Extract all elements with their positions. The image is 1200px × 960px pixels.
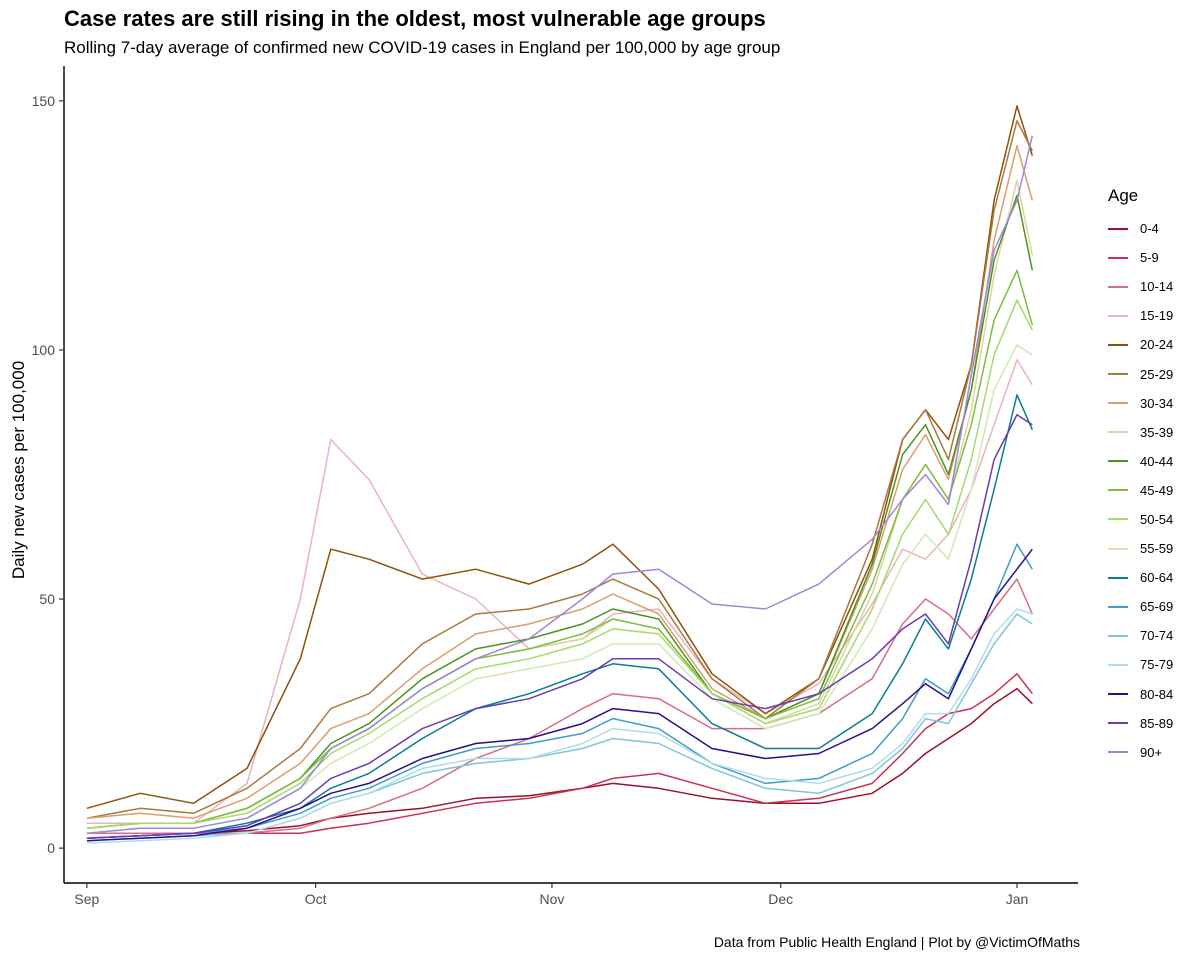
legend-label: 15-19	[1140, 308, 1174, 324]
y-tick-label: 0	[47, 840, 55, 856]
x-axis: Sep Oct Nov Dec Jan	[64, 882, 1078, 907]
legend-key-swatch	[1108, 722, 1128, 725]
y-tick-label: 50	[39, 591, 55, 607]
legend-item-85-89: 85-89	[1108, 709, 1173, 738]
series-line-25-29	[86, 120, 1033, 819]
legend-key-swatch	[1108, 314, 1128, 317]
legend-label: 85-89	[1140, 715, 1174, 731]
legend-item-65-69: 65-69	[1108, 592, 1173, 621]
x-tick-label: Jan	[1006, 891, 1029, 907]
chart-caption: Data from Public Health England | Plot b…	[713, 934, 1080, 950]
legend-item-10-14: 10-14	[1108, 272, 1173, 301]
legend-label: 30-34	[1140, 395, 1174, 411]
legend-key-swatch	[1108, 693, 1128, 696]
series-line-15-19	[86, 359, 1033, 824]
series-line-90+	[86, 135, 1034, 834]
legend-item-50-54: 50-54	[1108, 505, 1173, 534]
legend-label: 90+	[1140, 744, 1163, 760]
chart-subtitle: Rolling 7-day average of confirmed new C…	[64, 38, 781, 57]
series-line-65-69	[86, 543, 1033, 839]
legend-key-swatch	[1108, 460, 1128, 463]
legend-label: 80-84	[1140, 686, 1174, 702]
series-line-55-59	[86, 344, 1033, 834]
legend-item-40-44: 40-44	[1108, 447, 1173, 476]
series-line-75-79	[86, 608, 1033, 844]
legend-item-5-9: 5-9	[1108, 243, 1173, 272]
legend-key-swatch	[1108, 634, 1128, 637]
legend-items: 0-4 5-9 10-14 15-19 20-24 25-29 30-34 35-39 40-4…	[1108, 214, 1173, 767]
legend-label: 5-9	[1140, 250, 1159, 266]
legend-item-90+: 90+	[1108, 738, 1173, 767]
legend-item-20-24: 20-24	[1108, 330, 1173, 359]
x-tick-label: Dec	[768, 891, 793, 907]
chart-title: Case rates are still rising in the oldes…	[64, 6, 766, 31]
x-tick-label: Oct	[305, 891, 327, 907]
legend-label: 35-39	[1140, 424, 1174, 440]
legend-label: 65-69	[1140, 599, 1174, 615]
legend-item-70-74: 70-74	[1108, 621, 1173, 650]
legend-key-swatch	[1108, 227, 1128, 230]
legend-item-35-39: 35-39	[1108, 418, 1173, 447]
legend-key-swatch	[1108, 576, 1128, 579]
legend-item-60-64: 60-64	[1108, 563, 1173, 592]
series-line-85-89	[86, 413, 1033, 839]
legend-label: 50-54	[1140, 511, 1174, 527]
series-line-20-24	[86, 105, 1034, 810]
legend-key-swatch	[1108, 663, 1128, 666]
legend-item-30-34: 30-34	[1108, 389, 1173, 418]
y-tick-label: 100	[32, 342, 56, 358]
legend-key-swatch	[1108, 605, 1128, 608]
legend: Age 0-4 5-9 10-14 15-19 20-24 25-29 30-34 35-39…	[1108, 186, 1173, 767]
legend-key-swatch	[1108, 256, 1128, 259]
series-line-70-74	[86, 613, 1033, 842]
legend-label: 10-14	[1140, 279, 1174, 295]
series-line-50-54	[86, 299, 1033, 829]
y-axis-label: Daily new cases per 100,000	[9, 361, 28, 579]
y-axis: 0 50 100 150	[32, 66, 65, 883]
legend-key-swatch	[1108, 518, 1128, 521]
legend-key-swatch	[1108, 751, 1128, 754]
series-line-10-14	[86, 578, 1033, 834]
legend-item-0-4: 0-4	[1108, 214, 1173, 243]
legend-key-swatch	[1108, 373, 1128, 376]
legend-item-80-84: 80-84	[1108, 680, 1173, 709]
legend-item-25-29: 25-29	[1108, 359, 1173, 388]
legend-label: 20-24	[1140, 337, 1174, 353]
series-line-45-49	[86, 269, 1034, 829]
legend-item-75-79: 75-79	[1108, 650, 1173, 679]
legend-label: 0-4	[1140, 221, 1159, 237]
legend-key-swatch	[1108, 431, 1128, 434]
series-line-30-34	[86, 144, 1034, 819]
legend-label: 70-74	[1140, 628, 1174, 644]
legend-label: 25-29	[1140, 366, 1174, 382]
series-line-35-39	[86, 179, 1034, 829]
series-line-5-9	[86, 673, 1033, 839]
legend-item-45-49: 45-49	[1108, 476, 1173, 505]
legend-item-55-59: 55-59	[1108, 534, 1173, 563]
series-line-0-4	[86, 687, 1033, 839]
legend-label: 55-59	[1140, 541, 1174, 557]
legend-label: 45-49	[1140, 482, 1174, 498]
legend-key-swatch	[1108, 489, 1128, 492]
legend-key-swatch	[1108, 285, 1128, 288]
legend-label: 40-44	[1140, 453, 1174, 469]
x-tick-label: Sep	[74, 891, 99, 907]
legend-label: 75-79	[1140, 657, 1174, 673]
series-lines	[86, 105, 1034, 844]
legend-title: Age	[1108, 186, 1139, 205]
series-line-80-84	[86, 548, 1033, 842]
legend-key-swatch	[1108, 343, 1128, 346]
series-line-60-64	[86, 394, 1033, 839]
legend-key-swatch	[1108, 547, 1128, 550]
legend-key-swatch	[1108, 402, 1128, 405]
x-tick-label: Nov	[539, 891, 564, 907]
legend-label: 60-64	[1140, 570, 1174, 586]
legend-item-15-19: 15-19	[1108, 301, 1173, 330]
y-tick-label: 150	[32, 93, 56, 109]
